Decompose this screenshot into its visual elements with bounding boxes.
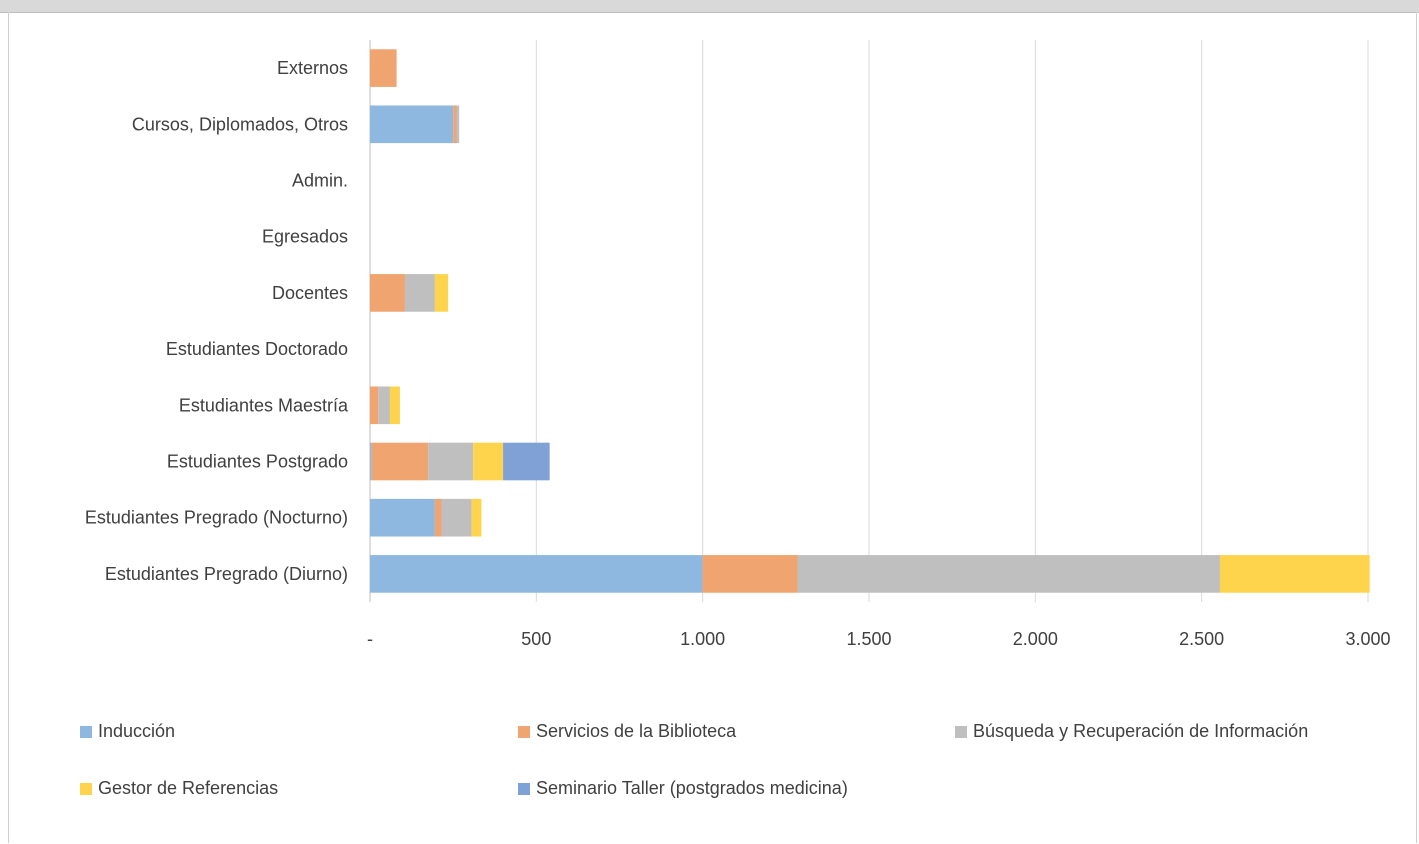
category-label: Externos bbox=[277, 58, 348, 78]
category-label: Estudiantes Postgrado bbox=[167, 452, 348, 472]
category-label: Egresados bbox=[262, 227, 348, 247]
x-tick-label: - bbox=[367, 629, 373, 649]
bar-segment bbox=[378, 386, 390, 425]
category-label: Docentes bbox=[272, 283, 348, 303]
bar-segment bbox=[473, 442, 504, 481]
bar-segment bbox=[428, 442, 474, 481]
window-top-bar bbox=[0, 0, 1419, 13]
bar-segment bbox=[371, 442, 429, 481]
x-tick-label: 1.000 bbox=[680, 629, 725, 649]
bar-segment bbox=[1219, 555, 1370, 593]
category-label: Estudiantes Pregrado (Diurno) bbox=[105, 564, 348, 584]
bar-segment bbox=[370, 442, 372, 481]
bar-segment bbox=[503, 442, 550, 481]
bar-segment bbox=[441, 498, 472, 537]
bar-segment bbox=[797, 555, 1220, 593]
category-label: Estudiantes Maestría bbox=[179, 395, 349, 415]
category-label: Admin. bbox=[292, 171, 348, 191]
bar-segment bbox=[471, 498, 482, 537]
category-label: Estudiantes Doctorado bbox=[166, 339, 348, 359]
bar-segment bbox=[370, 386, 379, 425]
bar-segment bbox=[370, 49, 397, 87]
x-tick-label: 2.000 bbox=[1013, 629, 1058, 649]
bar-segment bbox=[456, 105, 460, 144]
x-tick-label: 3.000 bbox=[1345, 629, 1390, 649]
category-label: Estudiantes Pregrado (Nocturno) bbox=[85, 508, 348, 528]
bar-segment bbox=[370, 274, 405, 312]
x-tick-label: 1.500 bbox=[846, 629, 891, 649]
bar-segment bbox=[453, 105, 457, 144]
bar-segment bbox=[434, 274, 449, 312]
bar-segment bbox=[370, 555, 703, 593]
bar-segment bbox=[370, 498, 435, 537]
bar-segment bbox=[370, 105, 454, 144]
x-tick-label: 2.500 bbox=[1179, 629, 1224, 649]
bar-segment bbox=[434, 498, 442, 537]
chart-frame bbox=[8, 12, 1417, 843]
bar-segment bbox=[702, 555, 798, 593]
x-tick-label: 500 bbox=[521, 629, 551, 649]
bar-segment bbox=[389, 386, 400, 425]
bar-segment bbox=[404, 274, 435, 312]
category-label: Cursos, Diplomados, Otros bbox=[132, 114, 348, 134]
